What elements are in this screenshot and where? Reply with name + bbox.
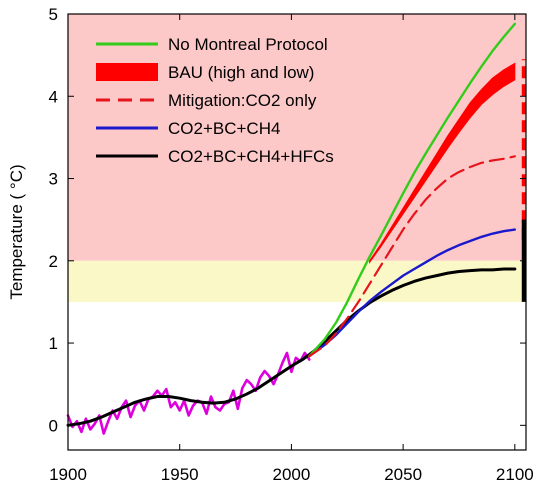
legend-label: CO2+BC+CH4 [168,119,280,138]
series-line-1 [66,267,517,427]
x-tick-label: 2000 [273,465,311,484]
series-bau-band [369,62,516,264]
legend-label: CO2+BC+CH4+HFCs [168,147,334,166]
y-tick-label: 1 [49,334,58,353]
y-axis-ticks: 0 1 2 3 4 5 [49,5,526,435]
legend: No Montreal Protocol BAU (high and low) Mi… [96,35,334,166]
y-tick-label: 3 [49,170,58,189]
series-lines [66,22,517,435]
legend-swatch [96,63,158,81]
series-line-2 [308,228,517,358]
x-axis-ticks: 1900 1950 2000 2050 2100 [49,14,534,484]
legend-label: BAU (high and low) [168,63,314,82]
x-tick-label: 1950 [161,465,199,484]
y-axis-title: Temperature ( °C) [7,164,26,299]
band-1 [68,260,526,302]
series-line-0 [66,351,311,435]
x-tick-label: 1900 [49,465,87,484]
legend-label: Mitigation:CO2 only [168,91,317,110]
y-tick-label: 4 [49,87,58,106]
series-line-5 [308,155,516,358]
legend-label: No Montreal Protocol [168,35,328,54]
plot-frame [67,13,527,451]
y-tick-label: 2 [49,252,58,271]
y-tick-label: 5 [49,5,58,24]
y-tick-label: 0 [49,416,58,435]
series-line-3 [308,22,517,358]
x-tick-label: 2100 [496,465,534,484]
x-tick-label: 2050 [384,465,422,484]
